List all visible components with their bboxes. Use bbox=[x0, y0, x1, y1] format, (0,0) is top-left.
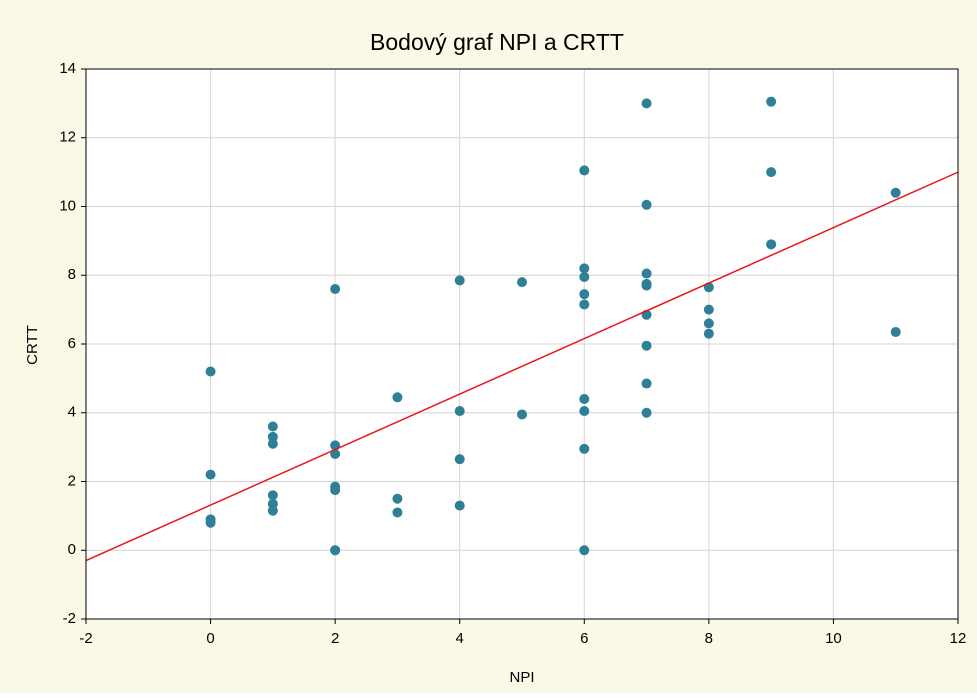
y-tick-label: -2 bbox=[63, 610, 76, 627]
point bbox=[641, 340, 652, 351]
point bbox=[454, 275, 465, 286]
point bbox=[579, 545, 590, 556]
point bbox=[703, 318, 714, 329]
point bbox=[267, 421, 278, 432]
point bbox=[205, 366, 216, 377]
point bbox=[890, 326, 901, 337]
point bbox=[392, 392, 403, 403]
point bbox=[205, 469, 216, 480]
point bbox=[766, 167, 777, 178]
point bbox=[641, 268, 652, 279]
y-tick-label: 10 bbox=[59, 197, 76, 214]
point bbox=[641, 378, 652, 389]
point bbox=[766, 239, 777, 250]
x-tick-label: 0 bbox=[206, 630, 214, 647]
point bbox=[267, 438, 278, 449]
point bbox=[579, 406, 590, 417]
point bbox=[641, 407, 652, 418]
x-tick-label: 2 bbox=[331, 630, 339, 647]
point bbox=[392, 493, 403, 504]
point bbox=[267, 505, 278, 516]
point bbox=[579, 299, 590, 310]
x-tick-label: 4 bbox=[456, 630, 464, 647]
y-tick-label: 2 bbox=[68, 472, 76, 489]
point bbox=[454, 500, 465, 511]
y-axis-label: CRTT bbox=[24, 325, 41, 365]
point bbox=[579, 271, 590, 282]
x-tick-label: 12 bbox=[950, 630, 967, 647]
point bbox=[579, 165, 590, 176]
x-tick-label: 6 bbox=[580, 630, 588, 647]
point bbox=[330, 485, 341, 496]
point bbox=[330, 284, 341, 294]
point bbox=[641, 98, 652, 109]
point bbox=[890, 187, 901, 198]
y-tick-label: 14 bbox=[59, 60, 76, 77]
x-tick-label: 8 bbox=[705, 630, 713, 647]
point bbox=[454, 454, 465, 465]
fit-line bbox=[85, 171, 959, 562]
y-tick-label: 4 bbox=[68, 404, 76, 421]
point bbox=[579, 443, 590, 454]
point bbox=[267, 498, 278, 509]
x-axis-label: NPI bbox=[509, 669, 534, 686]
point bbox=[330, 545, 341, 556]
y-tick-label: 0 bbox=[68, 541, 76, 558]
point bbox=[205, 517, 216, 528]
point bbox=[267, 490, 278, 501]
point bbox=[641, 280, 652, 291]
point bbox=[766, 96, 777, 107]
point bbox=[703, 304, 714, 315]
point bbox=[454, 406, 465, 417]
point bbox=[517, 277, 527, 288]
plot-frame bbox=[85, 68, 959, 620]
point bbox=[392, 507, 403, 518]
point bbox=[517, 409, 527, 420]
x-tick-label: 10 bbox=[825, 630, 842, 647]
point bbox=[579, 289, 590, 300]
chart-title: Bodový graf NPI a CRTT bbox=[370, 29, 624, 55]
point bbox=[641, 199, 652, 210]
x-tick-label: -2 bbox=[79, 630, 92, 647]
point bbox=[579, 394, 590, 404]
y-tick-label: 8 bbox=[68, 266, 76, 283]
y-tick-label: 6 bbox=[68, 335, 76, 352]
point bbox=[703, 328, 714, 339]
point bbox=[579, 263, 590, 274]
point bbox=[267, 431, 278, 442]
y-tick-label: 12 bbox=[59, 129, 76, 146]
